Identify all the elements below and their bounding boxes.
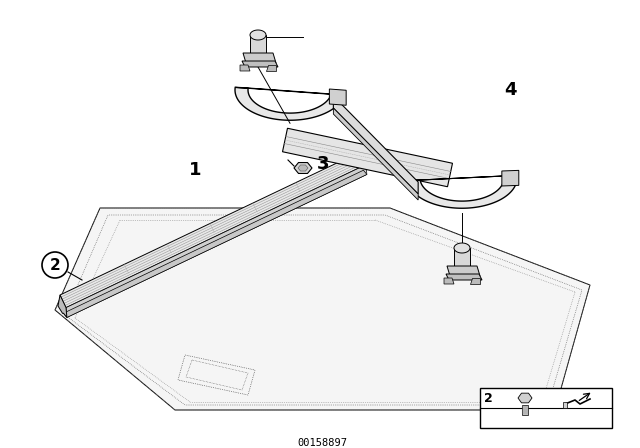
Polygon shape — [407, 175, 516, 181]
Circle shape — [42, 252, 68, 278]
Polygon shape — [470, 278, 480, 284]
Polygon shape — [58, 295, 67, 318]
Polygon shape — [444, 278, 454, 284]
Text: 00158897: 00158897 — [297, 438, 347, 448]
Polygon shape — [333, 96, 418, 194]
Polygon shape — [298, 165, 308, 171]
Polygon shape — [294, 163, 312, 173]
Polygon shape — [446, 274, 482, 280]
Polygon shape — [63, 170, 367, 318]
Polygon shape — [266, 65, 276, 71]
Text: 2: 2 — [50, 258, 60, 272]
Polygon shape — [522, 405, 528, 415]
Polygon shape — [407, 175, 517, 208]
Polygon shape — [447, 266, 480, 276]
Polygon shape — [518, 393, 532, 403]
Polygon shape — [563, 402, 567, 408]
Polygon shape — [60, 152, 366, 308]
Polygon shape — [243, 53, 276, 63]
Polygon shape — [66, 164, 367, 318]
Polygon shape — [454, 248, 470, 266]
Polygon shape — [333, 108, 418, 200]
Polygon shape — [502, 170, 519, 186]
Polygon shape — [236, 87, 344, 95]
Polygon shape — [330, 89, 346, 105]
Text: 3: 3 — [317, 155, 329, 173]
Text: 4: 4 — [504, 81, 516, 99]
Polygon shape — [250, 30, 266, 40]
Polygon shape — [242, 61, 278, 67]
Polygon shape — [282, 128, 452, 187]
Text: 2: 2 — [484, 392, 492, 405]
Polygon shape — [250, 35, 266, 53]
Polygon shape — [235, 87, 344, 120]
Polygon shape — [240, 65, 250, 71]
Text: 1: 1 — [189, 161, 201, 179]
Polygon shape — [360, 152, 374, 168]
Polygon shape — [454, 243, 470, 253]
Bar — [480, 388, 612, 428]
Polygon shape — [55, 208, 590, 410]
